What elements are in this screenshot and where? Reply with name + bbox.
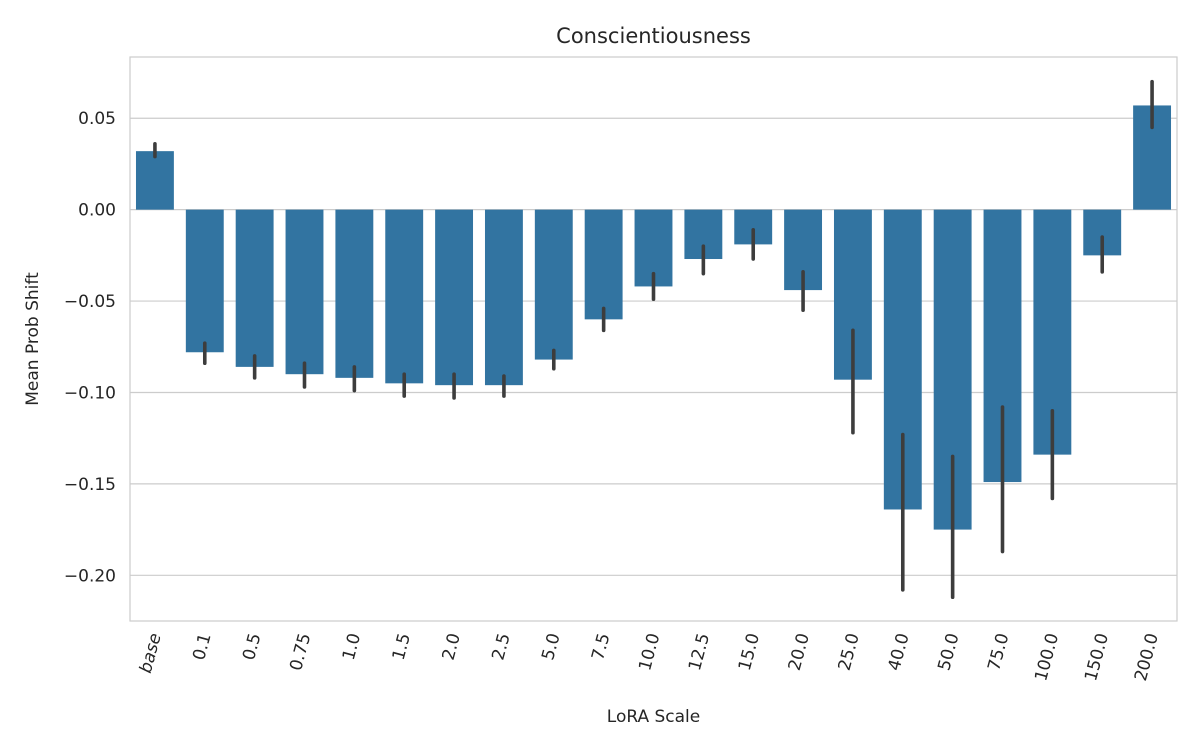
x-tick-label: 2.5 [488,631,514,662]
chart-title: Conscientiousness [556,24,751,48]
bar-0.75 [285,209,324,375]
y-axis-label: Mean Prob Shift [23,272,43,406]
y-tick-label: −0.15 [64,475,116,495]
x-tick-label: 150.0 [1081,631,1113,683]
x-tick-label: 15.0 [735,631,764,673]
bar-5.0 [534,209,573,360]
x-tick-label: base [136,631,166,675]
plot-frame [129,56,1178,622]
x-tick-label: 0.1 [189,631,215,662]
bar-1.5 [385,209,424,384]
x-tick-label: 10.0 [635,631,664,673]
x-axis-label: LoRA Scale [607,707,700,727]
x-tick-label: 5.0 [538,631,564,662]
x-tick-label: 0.5 [239,631,265,662]
x-tick-label: 7.5 [588,631,614,662]
x-tick-label: 75.0 [984,631,1013,673]
x-tick-label: 2.0 [439,631,465,662]
y-tick-label: −0.10 [64,383,116,403]
y-tick-label: 0.05 [78,109,116,129]
x-tick-label: 40.0 [884,631,913,673]
bar-1.0 [335,209,374,378]
bar-2.5 [484,209,523,386]
bar-base [135,151,174,210]
bar-7.5 [584,209,623,320]
x-tick-label: 1.0 [339,631,365,662]
y-tick-labels: 0.05 0.00 −0.05 −0.10 −0.15 −0.20 [64,109,116,586]
bar-2.0 [435,209,474,386]
x-tick-label: 100.0 [1031,631,1063,683]
x-tick-label: 50.0 [934,631,963,673]
x-tick-label: 0.75 [286,631,315,673]
x-tick-label: 25.0 [835,631,864,673]
x-tick-label: 12.5 [685,631,714,673]
y-tick-label: −0.20 [64,566,116,586]
y-tick-label: 0.00 [78,201,116,221]
bar-0.5 [235,209,274,367]
error-bars [153,79,1154,600]
x-tick-label: 20.0 [785,631,814,673]
bar-0.1 [185,209,224,353]
x-tick-label: 1.5 [389,631,415,662]
bars [135,105,1172,530]
y-tick-label: −0.05 [64,292,116,312]
x-tick-label: 200.0 [1131,631,1163,683]
x-tick-labels: base 0.1 0.5 0.75 1.0 1.5 2.0 2.5 5.0 7.5 10.0 12.5… [136,631,1163,683]
